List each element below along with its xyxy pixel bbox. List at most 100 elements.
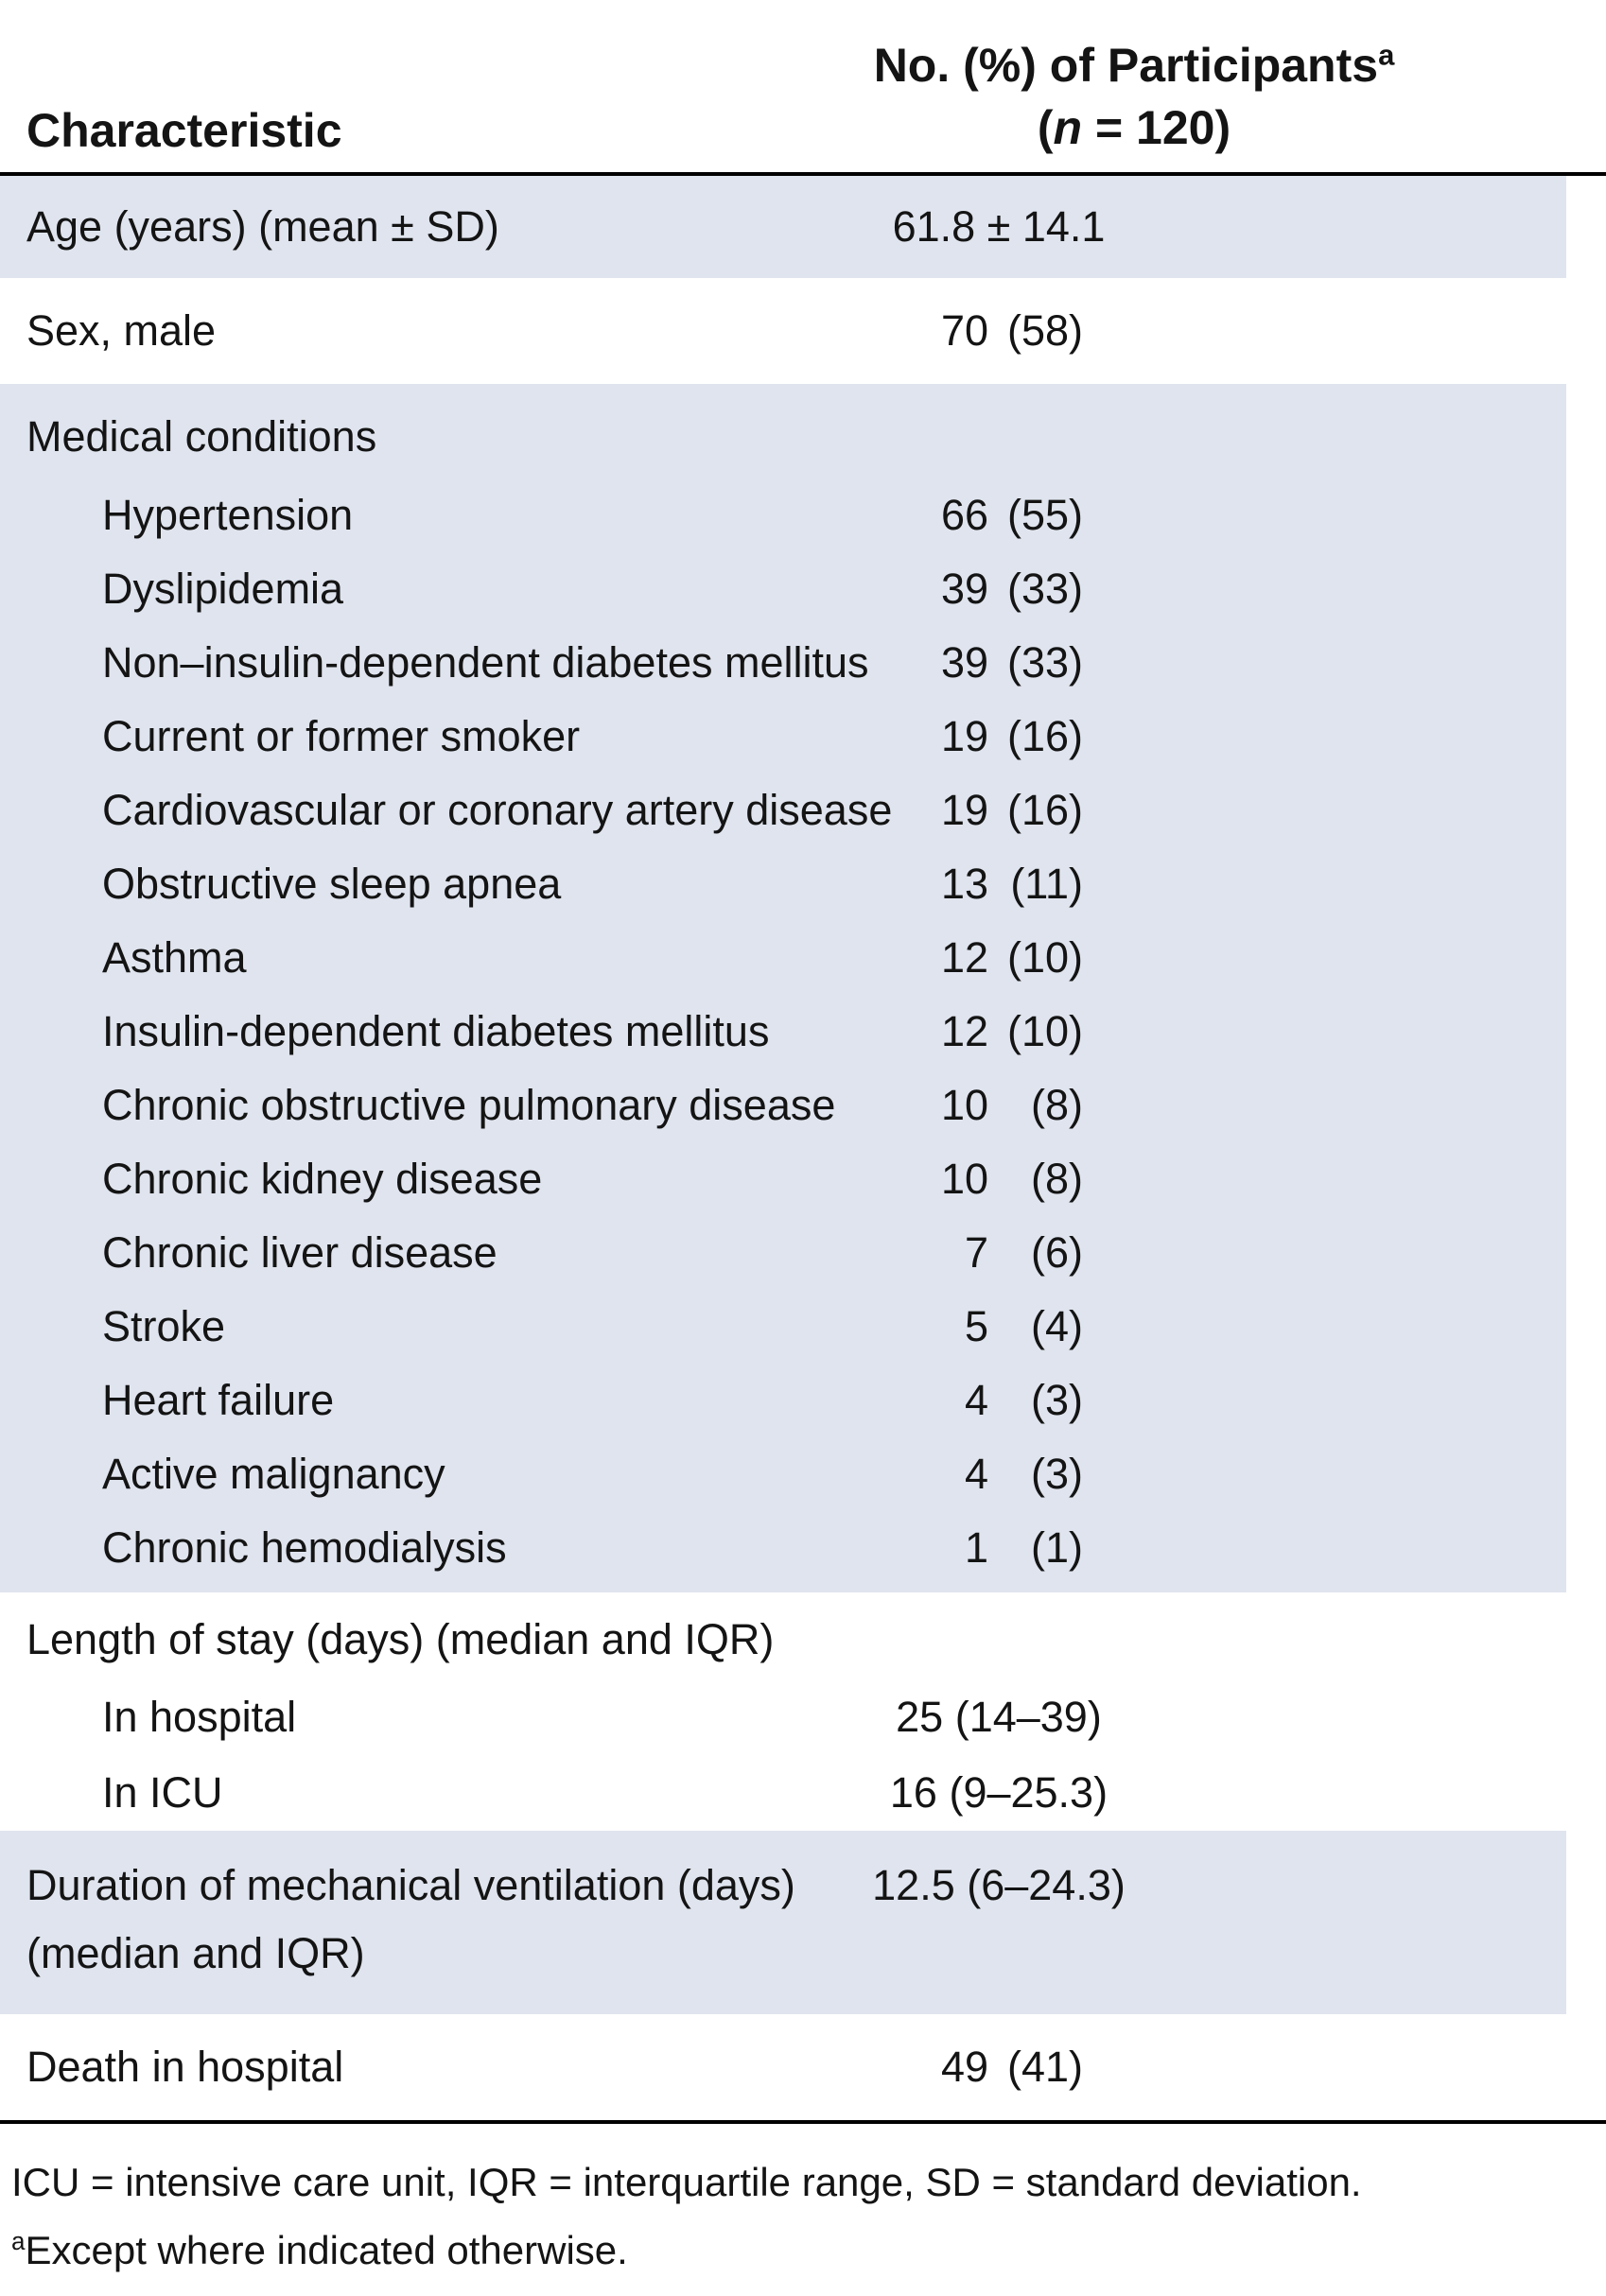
row-in-hospital: In hospital 25 (14–39) (0, 1679, 1606, 1755)
row-label: Stroke (102, 1302, 226, 1350)
percent: (58) (1006, 306, 1083, 355)
percent: (55) (1006, 491, 1083, 539)
count: 49 (940, 2043, 988, 2091)
section-header: Medical conditions (26, 412, 377, 461)
row-value: 10 (8) (662, 1142, 1083, 1216)
row-sex-male: Sex, male 70 (58) (0, 278, 1606, 384)
count: 19 (940, 712, 988, 760)
row-value: 10 (8) (662, 1069, 1083, 1142)
row-cardiovascular-disease: Cardiovascular or coronary artery diseas… (0, 774, 1566, 847)
row-value: 25 (14–39) (896, 1693, 1102, 1741)
row-chronic-hemodialysis: Chronic hemodialysis 1 (1) (0, 1511, 1566, 1585)
row-non-insulin-dependent-diabetes: Non–insulin-dependent diabetes mellitus … (0, 626, 1566, 700)
row-value: 16 (9–25.3) (889, 1768, 1108, 1817)
row-label: Non–insulin-dependent diabetes mellitus (102, 638, 869, 687)
section-medical-conditions: Medical conditions Hypertension 66 (55) … (0, 384, 1566, 1592)
row-value: 12.5 (6–24.3) (872, 1861, 1126, 1909)
row-value: 12 (10) (662, 921, 1083, 995)
row-age: Age (years) (mean ± SD) 61.8 ± 14.1 (0, 176, 1566, 278)
footnote-marker-a: a (11, 2227, 26, 2255)
count: 4 (964, 1450, 988, 1498)
row-asthma: Asthma 12 (10) (0, 921, 1566, 995)
row-label-line1: Duration of mechanical ventilation (days… (26, 1861, 795, 1909)
row-value: 66 (55) (662, 478, 1083, 552)
section-header-row: Medical conditions (0, 395, 1566, 478)
percent: (33) (1006, 565, 1083, 613)
row-heart-failure: Heart failure 4 (3) (0, 1364, 1566, 1437)
section-length-of-stay: Length of stay (days) (median and IQR) I… (0, 1592, 1606, 1831)
row-duration-mechanical-ventilation: Duration of mechanical ventilation (days… (0, 1831, 1566, 2014)
percent: (11) (1010, 860, 1083, 908)
row-value: 1 (1) (662, 1511, 1083, 1585)
percent: (8) (1031, 1155, 1083, 1203)
row-label: Chronic obstructive pulmonary disease (102, 1081, 836, 1129)
section-header-row: Length of stay (days) (median and IQR) (0, 1600, 1606, 1679)
row-value: 39 (33) (662, 626, 1083, 700)
header-rule (0, 172, 1606, 176)
count: 13 (940, 860, 988, 908)
footnote-abbreviations: ICU = intensive care unit, IQR = interqu… (11, 2160, 1362, 2204)
count: 19 (940, 786, 988, 834)
count: 7 (964, 1228, 988, 1277)
count: 1 (964, 1523, 988, 1572)
percent: (1) (1031, 1523, 1083, 1572)
count: 39 (940, 638, 988, 687)
row-label: Active malignancy (102, 1450, 445, 1498)
percent: (16) (1006, 712, 1083, 760)
count: 70 (940, 306, 988, 355)
row-value: 5 (4) (662, 1290, 1083, 1364)
percent: (16) (1006, 786, 1083, 834)
row-label: Heart failure (102, 1376, 335, 1424)
row-chronic-kidney-disease: Chronic kidney disease 10 (8) (0, 1142, 1566, 1216)
count: 10 (940, 1155, 988, 1203)
row-label: Dyslipidemia (102, 565, 344, 613)
count: 10 (940, 1081, 988, 1129)
participants-header-line1: No. (%) of Participantsa (873, 38, 1395, 92)
count: 4 (964, 1376, 988, 1424)
row-label: In ICU (102, 1768, 223, 1817)
column-header-characteristic: Characteristic (26, 104, 342, 157)
row-stroke: Stroke 5 (4) (0, 1290, 1566, 1364)
row-value: 39 (33) (662, 552, 1083, 626)
count: 5 (964, 1302, 988, 1350)
footnote-marker-a: a (1378, 38, 1395, 72)
row-insulin-dependent-diabetes: Insulin-dependent diabetes mellitus 12 (… (0, 995, 1566, 1069)
percent: (33) (1006, 638, 1083, 687)
count: 12 (940, 933, 988, 982)
participants-header-line2: (n = 120) (1037, 101, 1231, 154)
count: 39 (940, 565, 988, 613)
row-active-malignancy: Active malignancy 4 (3) (0, 1437, 1566, 1511)
row-current-or-former-smoker: Current or former smoker 19 (16) (0, 700, 1566, 774)
row-chronic-liver-disease: Chronic liver disease 7 (6) (0, 1216, 1566, 1290)
row-label: In hospital (102, 1693, 297, 1741)
percent: (3) (1031, 1450, 1083, 1498)
row-value: 61.8 ± 14.1 (892, 202, 1106, 251)
row-death-in-hospital: Death in hospital 49 (41) (0, 2014, 1606, 2120)
percent: (10) (1006, 1007, 1083, 1055)
footer-rule (0, 2120, 1606, 2124)
count: 12 (940, 1007, 988, 1055)
row-value: 12 (10) (662, 995, 1083, 1069)
row-label: Current or former smoker (102, 712, 581, 760)
table-header: Characteristic No. (%) of Participantsa … (0, 0, 1606, 172)
column-header-participants: No. (%) of Participantsa (n = 120) (662, 34, 1606, 159)
percent: (4) (1031, 1302, 1083, 1350)
row-copd: Chronic obstructive pulmonary disease 10… (0, 1069, 1566, 1142)
footnote-a: aExcept where indicated otherwise. (11, 2227, 628, 2272)
row-in-icu: In ICU 16 (9–25.3) (0, 1755, 1606, 1831)
row-value: 4 (3) (662, 1437, 1083, 1511)
count: 66 (940, 491, 988, 539)
row-label: Duration of mechanical ventilation (days… (0, 1852, 1566, 1988)
row-label: Obstructive sleep apnea (102, 860, 562, 908)
row-label: Insulin-dependent diabetes mellitus (102, 1007, 770, 1055)
row-label: Hypertension (102, 491, 354, 539)
row-value: 4 (3) (662, 1364, 1083, 1437)
percent: (10) (1006, 933, 1083, 982)
row-obstructive-sleep-apnea: Obstructive sleep apnea 13 (11) (0, 847, 1566, 921)
row-label: Age (years) (mean ± SD) (26, 202, 499, 251)
row-value: 13 (11) (662, 847, 1083, 921)
row-value: 49 (41) (662, 2014, 1083, 2120)
percent: (8) (1031, 1081, 1083, 1129)
row-value: 7 (6) (662, 1216, 1083, 1290)
